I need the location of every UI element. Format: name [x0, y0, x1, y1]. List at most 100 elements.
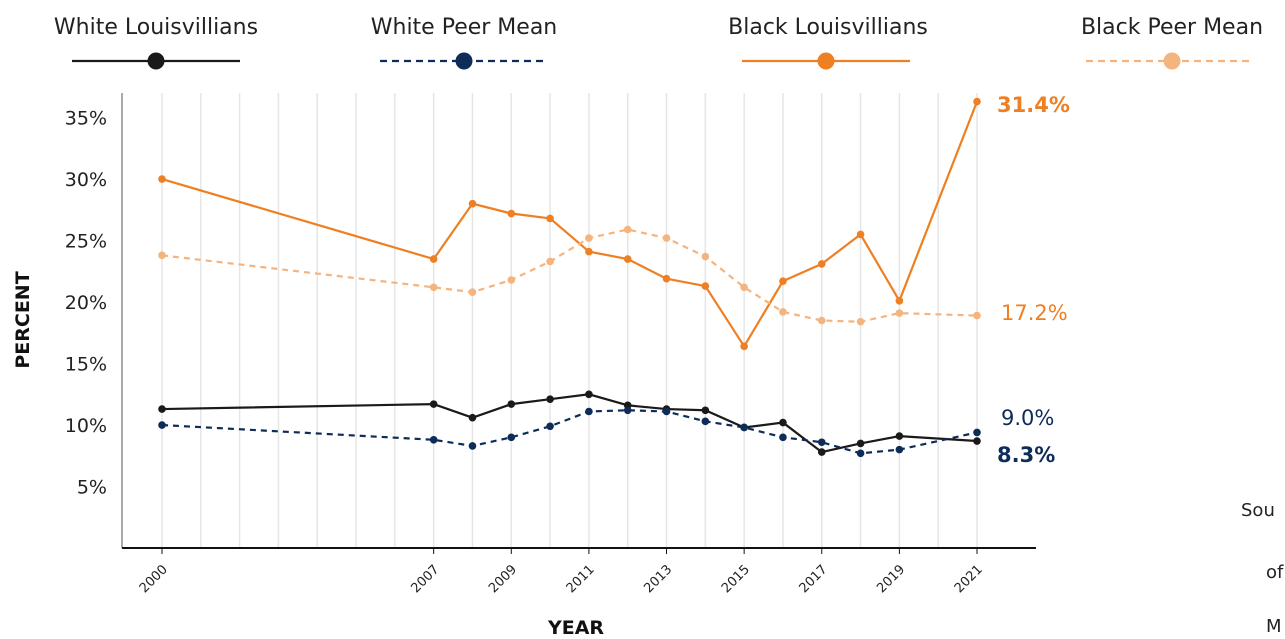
data-point — [662, 234, 671, 242]
data-point — [973, 428, 981, 437]
y-tick-label: 35% — [65, 108, 107, 130]
end-label: 8.3% — [997, 443, 1055, 467]
data-point — [740, 342, 748, 351]
legend-marker — [455, 52, 473, 70]
axes — [121, 93, 1036, 549]
data-point — [856, 317, 865, 326]
x-tick-label: 2009 — [486, 562, 520, 596]
data-point — [468, 288, 477, 297]
data-point — [779, 433, 787, 442]
data-point — [895, 445, 904, 454]
data-point — [817, 448, 826, 456]
series-line — [161, 409, 978, 455]
data-point — [623, 255, 632, 263]
side-text-fragment: M — [1266, 616, 1282, 637]
data-point — [468, 442, 477, 450]
data-point — [701, 406, 710, 415]
data-point — [429, 283, 438, 292]
data-point — [546, 257, 554, 266]
data-point — [546, 214, 554, 223]
data-point — [973, 437, 981, 445]
data-point — [701, 282, 710, 290]
x-tick-label: 2000 — [137, 562, 171, 596]
data-point — [623, 406, 632, 415]
data-point — [817, 316, 826, 325]
y-tick-label: 5% — [77, 477, 107, 499]
cut-off-side-text: Sou of M — [1241, 500, 1284, 637]
legend-item: White Peer Mean — [371, 15, 558, 70]
series-white-peer-mean — [158, 406, 981, 458]
series-line — [161, 101, 979, 349]
data-point — [895, 309, 904, 317]
data-point — [585, 247, 593, 256]
data-point — [546, 395, 554, 404]
data-point — [856, 439, 865, 448]
y-tick-label: 30% — [65, 169, 107, 191]
x-tick-label: 2013 — [641, 562, 675, 596]
data-point — [158, 421, 166, 429]
data-point — [856, 449, 865, 458]
end-labels: 8.3% 9.0% 31.4% 17.2% — [997, 93, 1070, 467]
series-white-louisvillians — [158, 390, 981, 456]
x-tick-label: 2007 — [408, 562, 442, 596]
data-point — [429, 400, 438, 408]
data-point — [429, 255, 438, 263]
end-label: 9.0% — [1001, 406, 1054, 430]
data-point — [585, 234, 593, 242]
legend-marker — [147, 52, 165, 70]
legend-label: White Peer Mean — [371, 15, 558, 40]
y-tick-label: 15% — [65, 354, 107, 376]
series-line — [161, 393, 978, 454]
data-point — [740, 283, 748, 292]
end-label: 31.4% — [997, 93, 1070, 117]
data-point — [429, 435, 438, 444]
legend-marker — [1163, 52, 1181, 70]
data-point — [468, 413, 477, 422]
series-line — [161, 228, 978, 323]
legend-item: Black Peer Mean — [1081, 15, 1263, 70]
data-point — [973, 311, 981, 320]
data-point — [662, 407, 671, 416]
x-tick-label: 2017 — [797, 562, 831, 596]
series-black-louisvillians — [158, 97, 981, 351]
data-point — [546, 422, 554, 431]
legend-marker — [817, 52, 835, 70]
series-black-peer-mean — [158, 225, 981, 326]
x-tick-label: 2015 — [719, 562, 753, 596]
data-point — [701, 417, 710, 426]
data-point — [468, 199, 477, 208]
data-point — [507, 433, 516, 442]
y-tick-label: 10% — [65, 415, 107, 437]
x-tick-labels: 2000 2007 2009 2011 2013 2015 2017 2019 2021 — [137, 548, 986, 596]
data-point — [701, 252, 710, 261]
data-point — [585, 407, 593, 416]
data-point — [158, 405, 166, 413]
data-point — [779, 308, 787, 316]
legend-label: White Louisvillians — [54, 15, 258, 40]
x-tick-label: 2019 — [874, 562, 908, 596]
data-point — [158, 251, 166, 260]
y-tick-labels: 5% 10% 15% 20% 25% 30% 35% — [65, 108, 107, 499]
x-axis-title: YEAR — [547, 617, 604, 639]
data-point — [895, 432, 904, 440]
x-tick-label: 2011 — [564, 562, 598, 596]
data-point — [623, 225, 632, 234]
data-point — [779, 277, 787, 285]
data-point — [779, 418, 787, 427]
y-axis-title: PERCENT — [12, 271, 34, 368]
data-point — [507, 276, 516, 284]
side-text-fragment: Sou — [1241, 500, 1275, 521]
y-tick-label: 20% — [65, 292, 107, 314]
legend-label: Black Peer Mean — [1081, 15, 1263, 40]
legend-item: White Louisvillians — [54, 15, 258, 70]
legend: White Louisvillians White Peer Mean Black … — [54, 15, 1263, 70]
data-point — [817, 438, 826, 447]
side-text-fragment: of — [1266, 562, 1284, 583]
y-tick-label: 25% — [65, 231, 107, 253]
data-point — [158, 175, 166, 183]
data-point — [507, 209, 516, 218]
data-point — [585, 390, 593, 399]
legend-label: Black Louisvillians — [728, 15, 928, 40]
end-label: 17.2% — [1001, 301, 1068, 325]
